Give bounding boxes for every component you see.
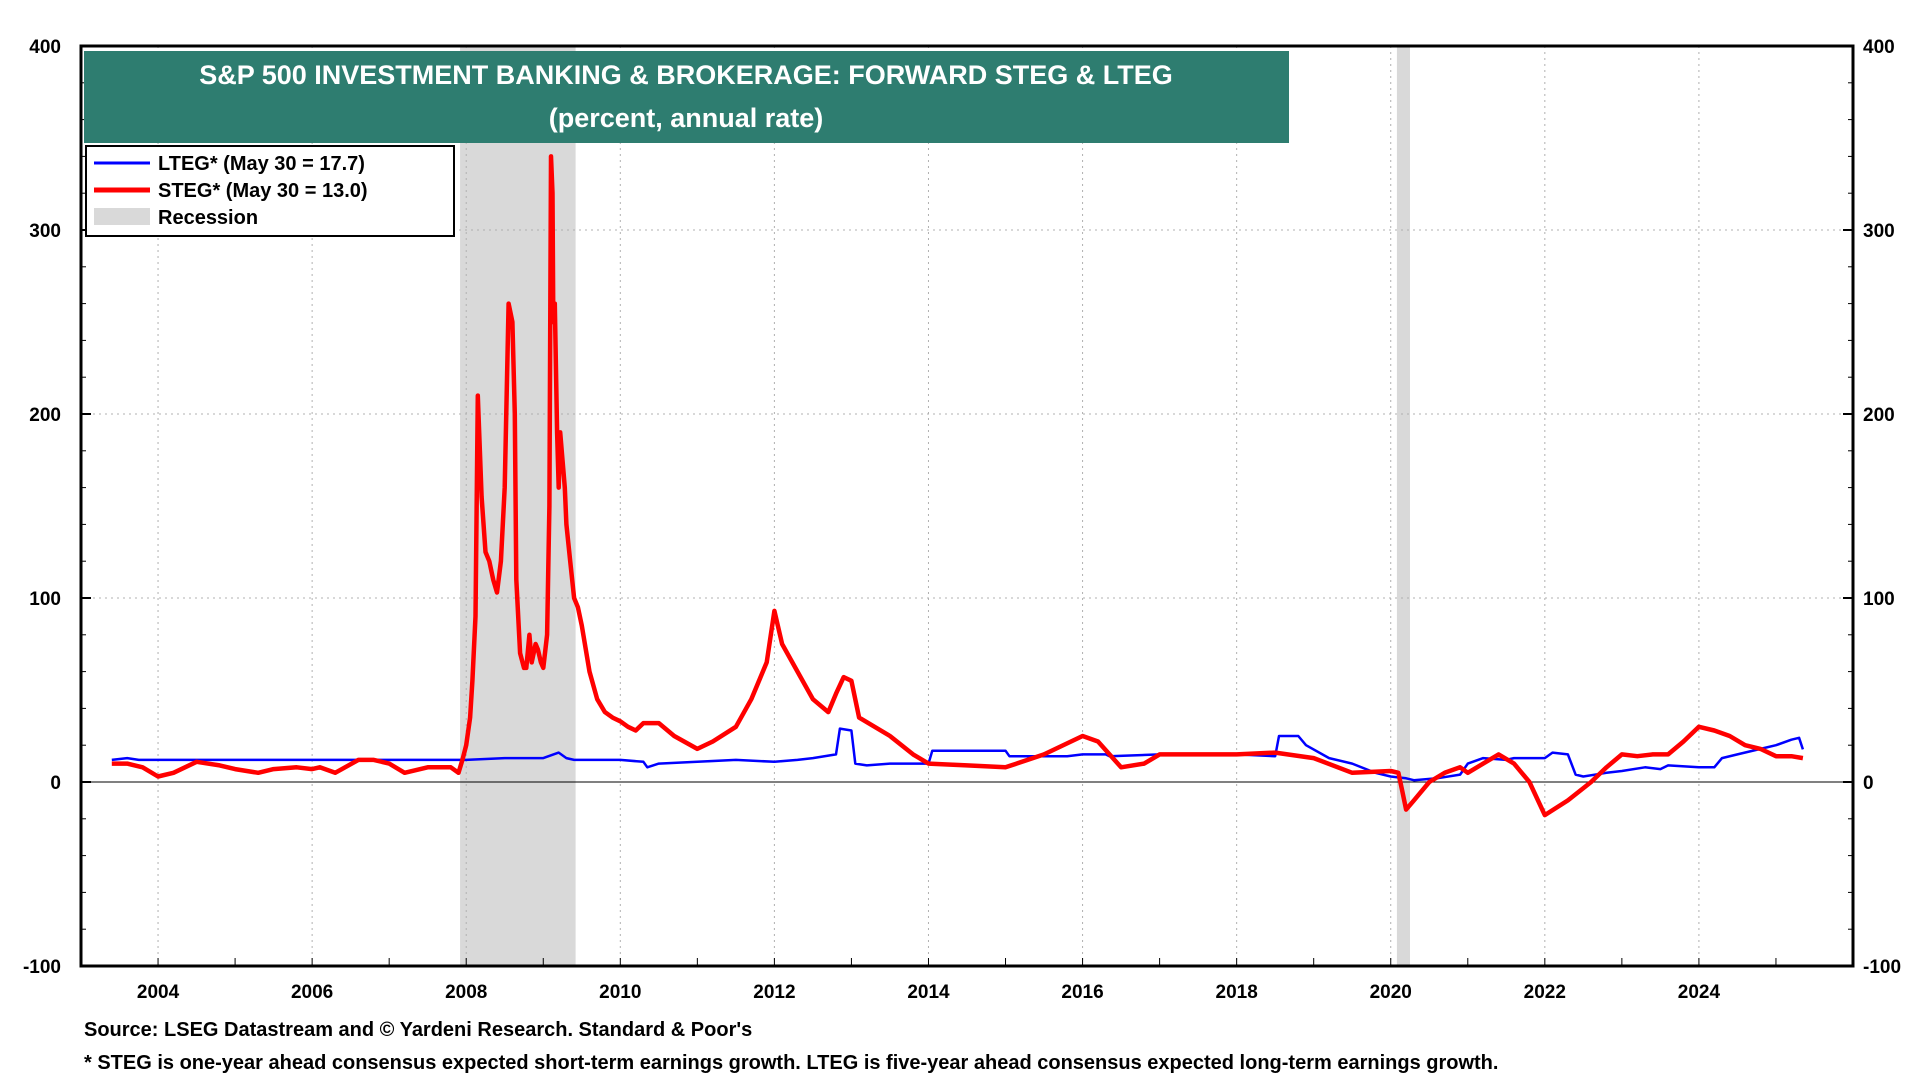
series-line-steg bbox=[111, 154, 1804, 818]
definition-footnote: * STEG is one-year ahead consensus expec… bbox=[84, 1052, 1499, 1074]
chart-title: S&P 500 INVESTMENT BANKING & BROKERAGE: … bbox=[199, 60, 1173, 90]
x-tick-label: 2004 bbox=[137, 982, 180, 1003]
y-tick-label-left: 100 bbox=[29, 589, 61, 610]
x-tick-label: 2010 bbox=[599, 982, 641, 1003]
legend-label-recession: Recession bbox=[158, 207, 258, 229]
y-tick-label-right: -100 bbox=[1863, 957, 1901, 978]
y-tick-label-right: 100 bbox=[1863, 589, 1895, 610]
x-tick-label: 2016 bbox=[1061, 982, 1103, 1003]
recession-band-1 bbox=[1396, 46, 1410, 966]
x-tick-label: 2024 bbox=[1678, 982, 1721, 1003]
title-banner: S&P 500 INVESTMENT BANKING & BROKERAGE: … bbox=[84, 51, 1289, 143]
y-tick-label-left: 300 bbox=[29, 221, 61, 242]
y-axis-left-ticks: -100 0 100 200 300 400 bbox=[23, 37, 91, 978]
x-tick-label: 2018 bbox=[1216, 982, 1258, 1003]
y-tick-label-left: 200 bbox=[29, 405, 61, 426]
y-tick-label-right: 200 bbox=[1863, 405, 1895, 426]
y-tick-label-right: 300 bbox=[1863, 221, 1895, 242]
legend-label-steg: STEG* (May 30 = 13.0) bbox=[158, 180, 368, 202]
y-axis-right-ticks: -100 0 100 200 300 400 bbox=[1843, 37, 1901, 978]
y-tick-label-right: 400 bbox=[1863, 37, 1895, 58]
x-tick-label: 2022 bbox=[1524, 982, 1566, 1003]
legend: LTEG* (May 30 = 17.7) STEG* (May 30 = 13… bbox=[85, 145, 455, 237]
chart-subtitle: (percent, annual rate) bbox=[549, 103, 824, 133]
y-tick-label-left: 400 bbox=[29, 37, 61, 58]
x-axis-ticks: 2004 2006 2008 2010 2012 2014 2016 2018 2020 2022… bbox=[80, 958, 1854, 1003]
x-tick-label: 2008 bbox=[445, 982, 487, 1003]
title-background bbox=[84, 51, 1289, 143]
y-tick-label-left: -100 bbox=[23, 957, 61, 978]
x-tick-label: 2012 bbox=[753, 982, 795, 1003]
plot-frame bbox=[79, 44, 1855, 968]
x-tick-label: 2006 bbox=[291, 982, 333, 1003]
legend-label-lteg: LTEG* (May 30 = 17.7) bbox=[158, 153, 365, 175]
x-tick-label: 2020 bbox=[1370, 982, 1412, 1003]
source-note: Source: LSEG Datastream and © Yardeni Re… bbox=[84, 1019, 753, 1041]
y-tick-label-left: 0 bbox=[50, 773, 61, 794]
y-tick-label-right: 0 bbox=[1863, 773, 1874, 794]
x-tick-label: 2014 bbox=[907, 982, 950, 1003]
series-lines bbox=[111, 154, 1805, 818]
legend-swatch-recession bbox=[94, 208, 150, 225]
